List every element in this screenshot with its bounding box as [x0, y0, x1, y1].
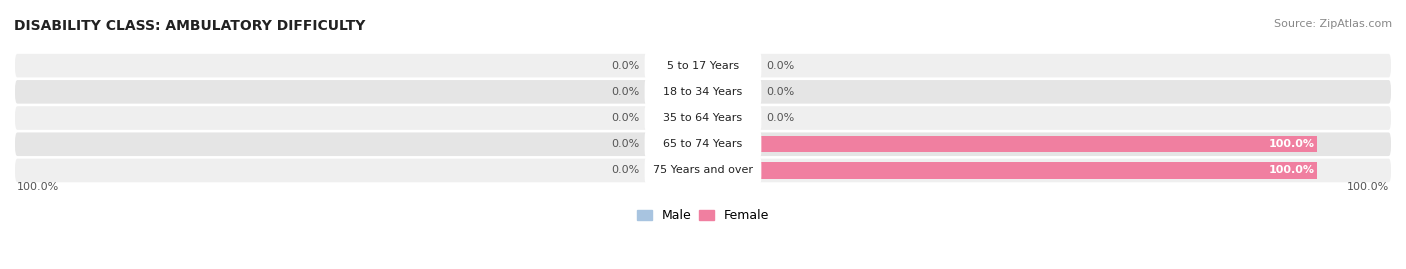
Text: 0.0%: 0.0%: [612, 165, 640, 175]
Text: 18 to 34 Years: 18 to 34 Years: [664, 87, 742, 97]
Text: 100.0%: 100.0%: [17, 182, 59, 192]
FancyBboxPatch shape: [703, 58, 727, 74]
FancyBboxPatch shape: [15, 132, 1391, 156]
FancyBboxPatch shape: [679, 84, 703, 100]
Text: Source: ZipAtlas.com: Source: ZipAtlas.com: [1274, 19, 1392, 29]
FancyBboxPatch shape: [644, 130, 762, 159]
Bar: [703, 162, 1317, 179]
FancyBboxPatch shape: [679, 110, 703, 126]
FancyBboxPatch shape: [679, 162, 703, 179]
Bar: [703, 136, 1317, 152]
FancyBboxPatch shape: [703, 84, 727, 100]
Text: 35 to 64 Years: 35 to 64 Years: [664, 113, 742, 123]
Legend: Male, Female: Male, Female: [637, 209, 769, 222]
FancyBboxPatch shape: [15, 80, 1391, 104]
FancyBboxPatch shape: [679, 58, 703, 74]
Text: 0.0%: 0.0%: [612, 61, 640, 71]
Text: 100.0%: 100.0%: [1347, 182, 1389, 192]
Text: DISABILITY CLASS: AMBULATORY DIFFICULTY: DISABILITY CLASS: AMBULATORY DIFFICULTY: [14, 19, 366, 33]
Text: 0.0%: 0.0%: [766, 113, 794, 123]
Text: 0.0%: 0.0%: [766, 61, 794, 71]
Text: 0.0%: 0.0%: [612, 139, 640, 149]
FancyBboxPatch shape: [679, 136, 703, 152]
FancyBboxPatch shape: [15, 159, 1391, 182]
Text: 100.0%: 100.0%: [1268, 139, 1315, 149]
FancyBboxPatch shape: [15, 106, 1391, 130]
FancyBboxPatch shape: [644, 156, 762, 185]
FancyBboxPatch shape: [703, 110, 727, 126]
Text: 0.0%: 0.0%: [766, 87, 794, 97]
FancyBboxPatch shape: [644, 51, 762, 80]
FancyBboxPatch shape: [644, 77, 762, 107]
Text: 5 to 17 Years: 5 to 17 Years: [666, 61, 740, 71]
Text: 75 Years and over: 75 Years and over: [652, 165, 754, 175]
Text: 0.0%: 0.0%: [612, 87, 640, 97]
FancyBboxPatch shape: [15, 54, 1391, 77]
FancyBboxPatch shape: [644, 103, 762, 133]
Text: 0.0%: 0.0%: [612, 113, 640, 123]
Text: 100.0%: 100.0%: [1268, 165, 1315, 175]
Text: 65 to 74 Years: 65 to 74 Years: [664, 139, 742, 149]
